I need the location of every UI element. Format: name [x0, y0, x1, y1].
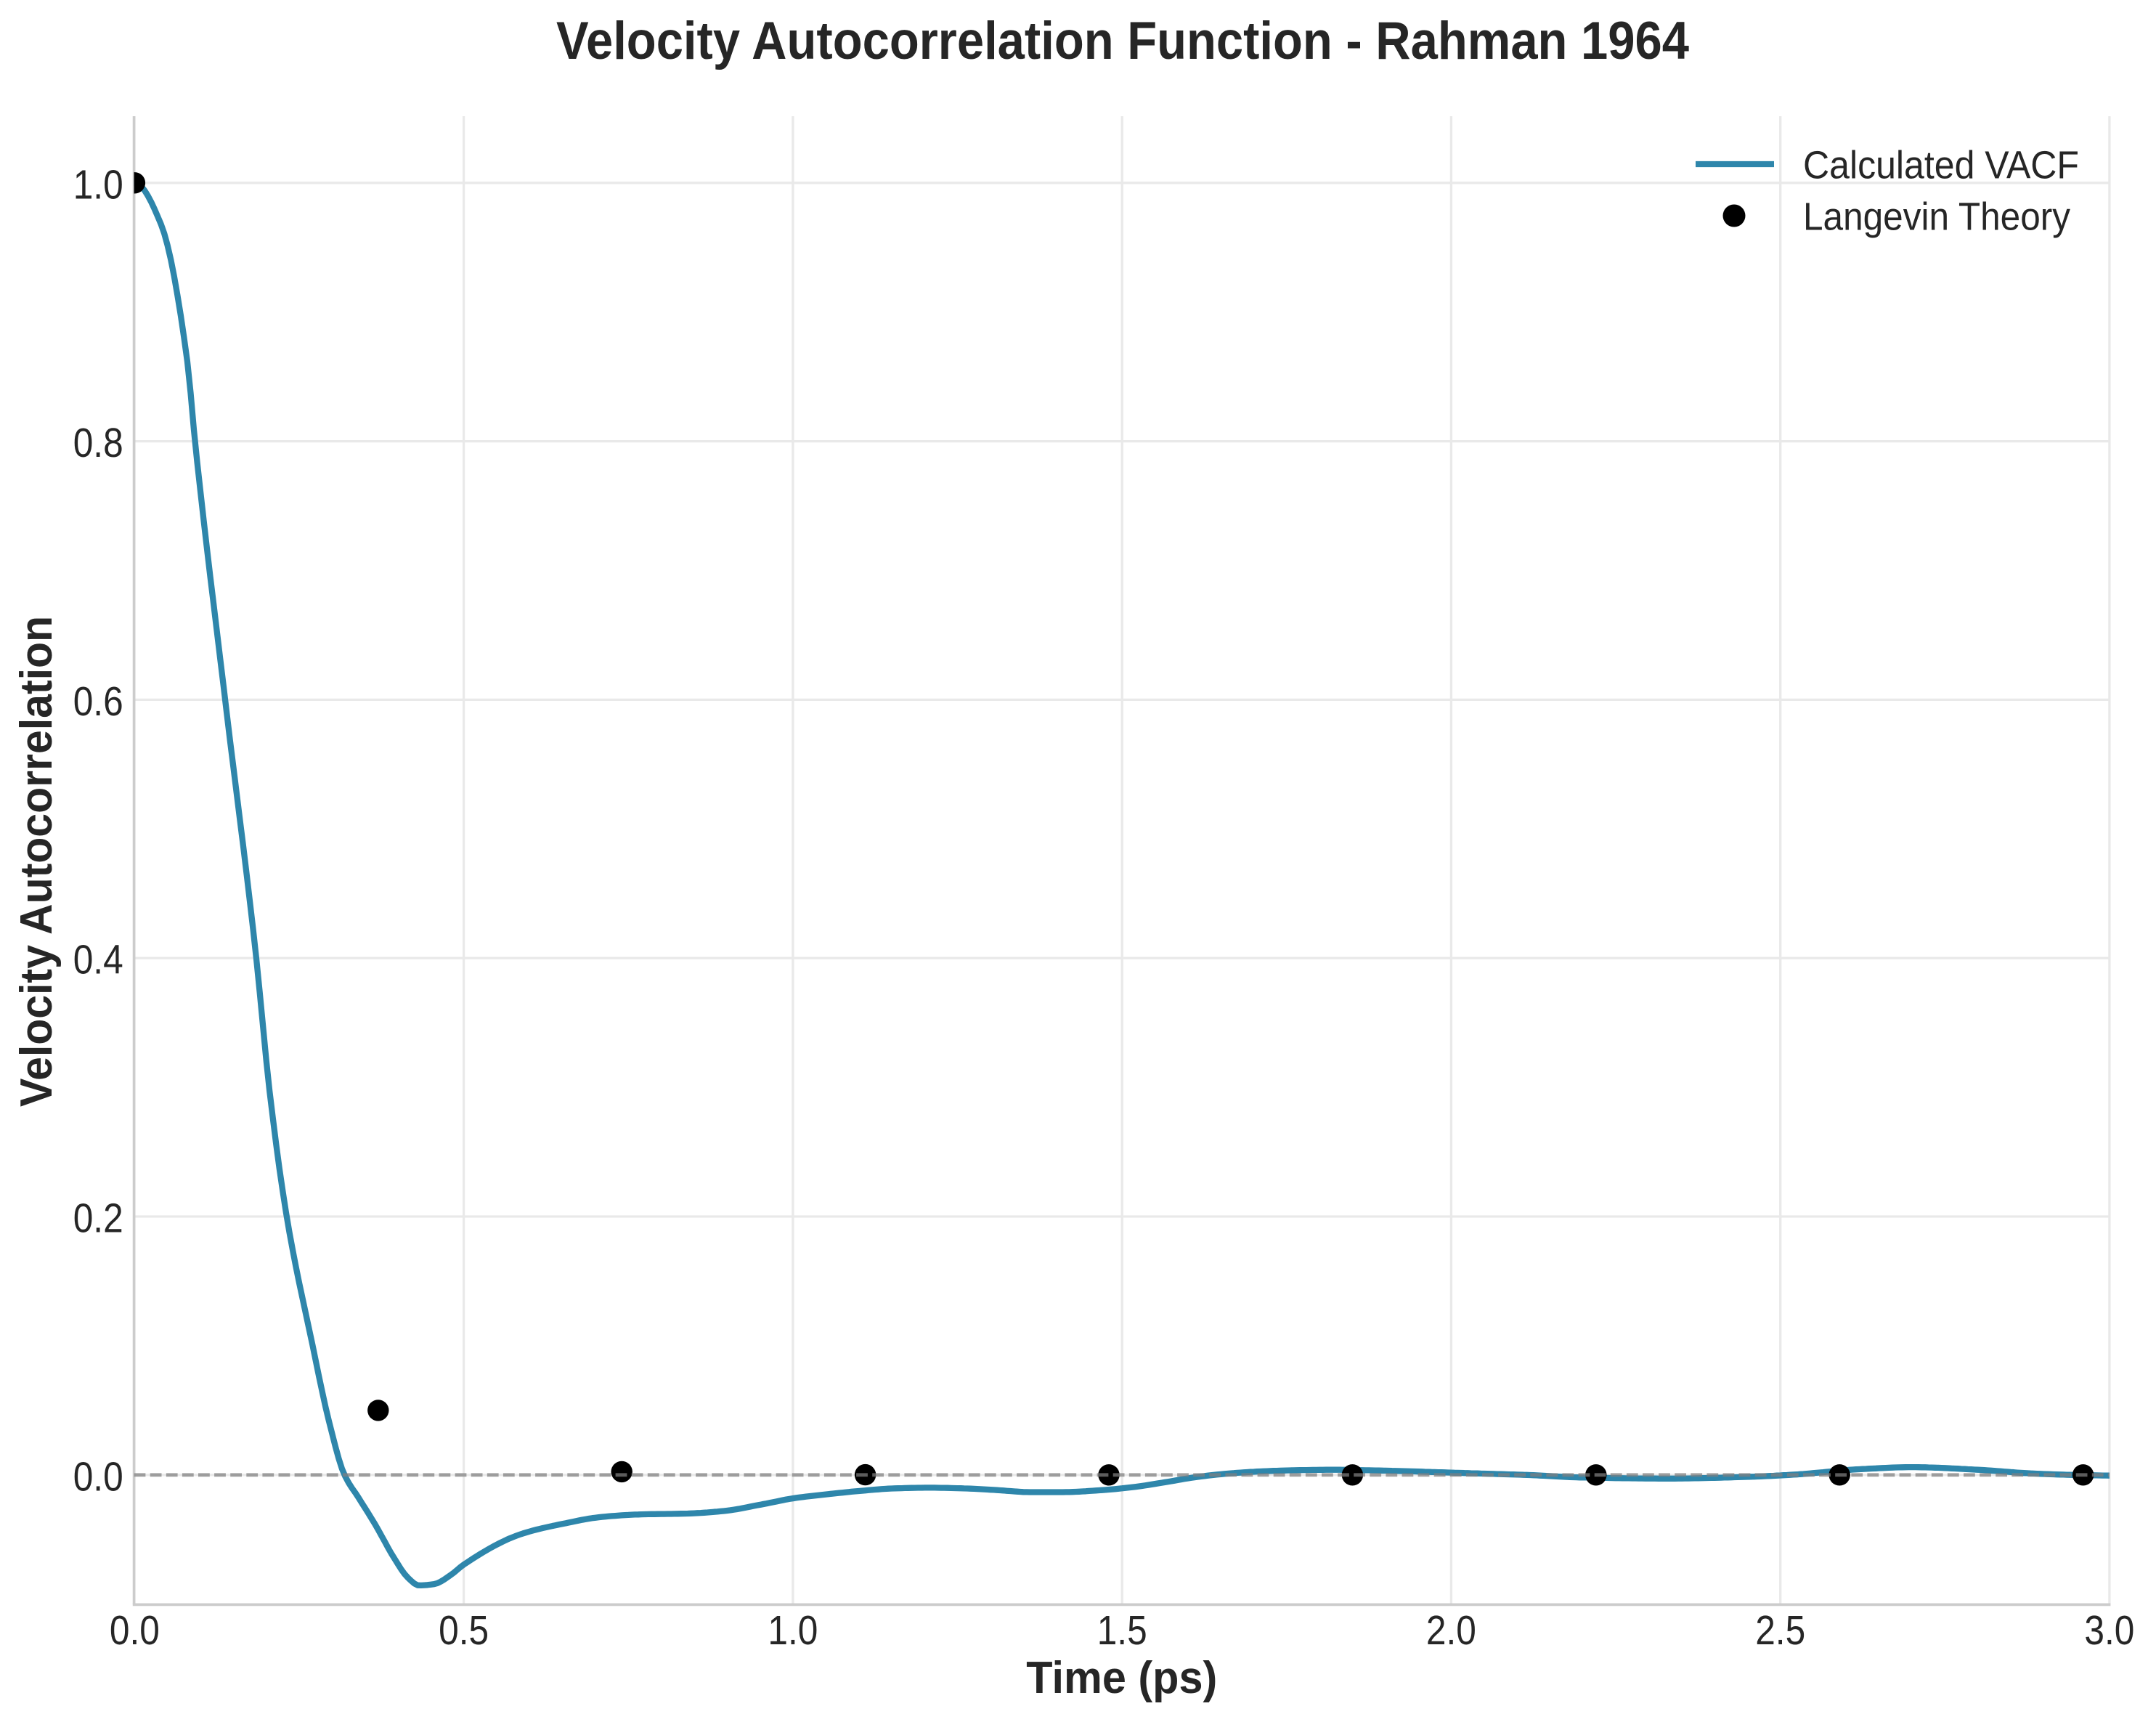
- svg-text:2.5: 2.5: [1755, 1607, 1805, 1654]
- svg-text:0.2: 0.2: [73, 1195, 123, 1242]
- svg-text:Velocity Autocorrelation Funct: Velocity Autocorrelation Function - Rahm…: [556, 12, 1689, 70]
- svg-text:0.5: 0.5: [439, 1607, 489, 1654]
- svg-text:1.5: 1.5: [1097, 1607, 1147, 1654]
- svg-text:Calculated VACF: Calculated VACF: [1803, 144, 2079, 187]
- svg-text:Langevin Theory: Langevin Theory: [1803, 195, 2070, 239]
- svg-text:1.0: 1.0: [768, 1607, 818, 1654]
- svg-text:Velocity Autocorrelation: Velocity Autocorrelation: [12, 616, 62, 1107]
- svg-text:0.8: 0.8: [73, 420, 123, 466]
- svg-text:1.0: 1.0: [73, 161, 123, 208]
- svg-text:Time (ps): Time (ps): [1026, 1653, 1217, 1703]
- svg-text:0.4: 0.4: [73, 937, 123, 983]
- svg-text:3.0: 3.0: [2084, 1607, 2134, 1654]
- svg-text:0.6: 0.6: [73, 678, 123, 725]
- svg-text:2.0: 2.0: [1426, 1607, 1476, 1654]
- svg-text:0.0: 0.0: [73, 1453, 123, 1500]
- svg-text:0.0: 0.0: [110, 1607, 160, 1654]
